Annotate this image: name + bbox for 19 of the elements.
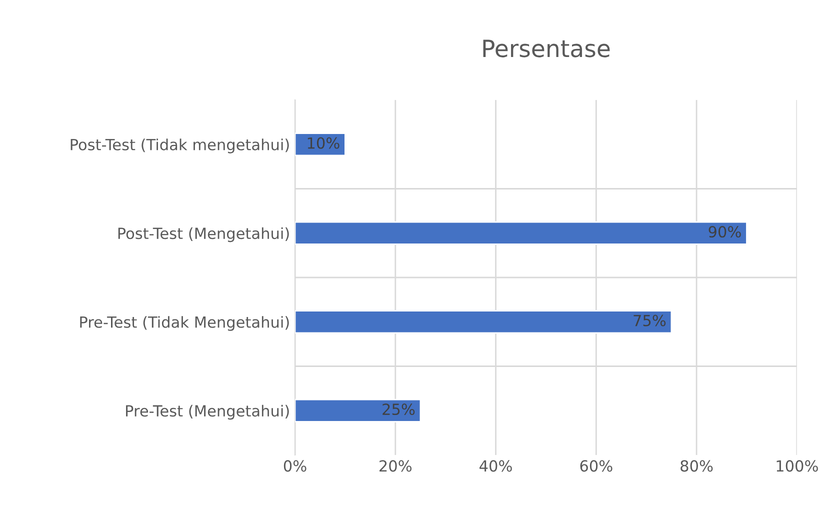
bar — [295, 310, 672, 334]
data-label: 10% — [308, 137, 340, 149]
bar — [295, 221, 748, 245]
y-tick-label: Pre-Test (Mengetahui) — [126, 404, 289, 420]
y-tick-label: Post-Test (Tidak mengetahui) — [70, 138, 289, 154]
x-tick-label: 100% — [776, 460, 818, 472]
bar — [295, 398, 422, 422]
x-tick-label: 20% — [380, 460, 412, 472]
y-tick-label: Pre-Test (Tidak Mengetahui) — [80, 316, 289, 331]
x-tick-label: 80% — [680, 460, 713, 472]
bar — [295, 132, 346, 156]
y-tick-label: Post-Test (Mengetahui) — [118, 227, 289, 242]
chart-title: Persentase — [483, 40, 610, 58]
x-tick-label: 40% — [480, 460, 512, 472]
x-tick-label: 60% — [580, 460, 612, 472]
data-label: 25% — [382, 404, 415, 416]
x-tick-label: 0% — [284, 460, 306, 472]
data-label: 75% — [634, 314, 666, 326]
data-label: 90% — [708, 226, 741, 238]
